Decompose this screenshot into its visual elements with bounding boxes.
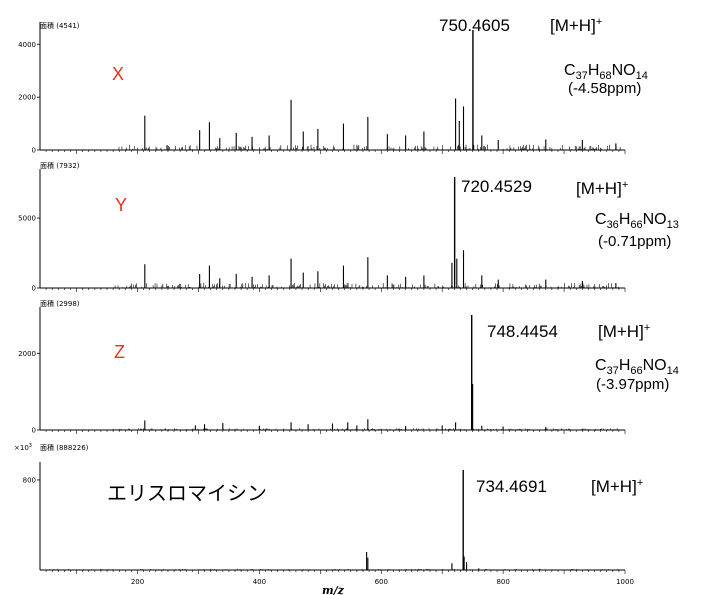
ion-label: [M+H]+: [598, 322, 650, 341]
ion-label: [M+H]+: [576, 179, 628, 198]
x-axis-label: m/z: [322, 584, 345, 595]
x-tick-label: 600: [375, 578, 388, 586]
panel-label: X: [112, 64, 124, 84]
y-ticks: 4000 2000 0: [18, 41, 40, 155]
y-ticks: 800: [23, 476, 40, 484]
scale-factor: ×103: [14, 443, 32, 452]
ppm-error: (-3.97ppm): [596, 376, 669, 393]
x-tick-label: 200: [131, 578, 144, 586]
panel-header: 面積 (4541): [40, 21, 80, 30]
ppm-error: (-4.58ppm): [568, 80, 641, 97]
y-ticks: 2000 0: [18, 350, 40, 435]
ion-label: [M+H]+: [591, 477, 643, 496]
main-peak-label: 720.4529: [461, 177, 532, 196]
spectrum-panel-erythromycin: ×103 面積 (888226) エリスロマイシン 734.4691 [M+H]…: [14, 443, 643, 595]
y-ticks: 5000 0: [18, 215, 40, 293]
main-peak-label: 750.4605: [439, 16, 510, 35]
y-tick-label: 2000: [18, 350, 36, 358]
ion-label: [M+H]+: [550, 16, 602, 35]
main-peak-label: 748.4454: [487, 322, 558, 341]
spectrum-panel-z: 面積 (2998) Z 748.4454 [M+H]+ C37H66NO14 (…: [18, 299, 679, 435]
y-tick-label: 0: [32, 285, 36, 293]
panel-label: Y: [115, 195, 127, 215]
y-tick-label: 0: [32, 427, 36, 435]
y-tick-label: 2000: [18, 94, 36, 102]
y-tick-label: 4000: [18, 41, 36, 49]
y-tick-label: 800: [23, 476, 36, 484]
panel-label: Z: [114, 342, 125, 362]
spectrum-panel-y: 面積 (7932) Y 720.4529 [M+H]+ C36H66NO13 (…: [18, 161, 679, 293]
spectrum-panel-x: 面積 (4541) X 750.4605 [M+H]+ C37H68NO14 (…: [18, 16, 648, 155]
formula: C37H68NO14: [564, 62, 648, 82]
panel-header: 面積 (2998): [40, 299, 80, 308]
ppm-error: (-0.71ppm): [598, 233, 671, 250]
peaks: [113, 30, 621, 150]
x-tick-label: 1000: [616, 578, 634, 586]
x-ticks: 200 400 600 800 1000: [131, 578, 634, 586]
panel-header: 面積 (7932): [40, 161, 80, 170]
formula: C37H66NO14: [595, 357, 679, 377]
x-tick-label: 800: [496, 578, 509, 586]
y-tick-label: 5000: [18, 215, 36, 223]
y-tick-label: 0: [32, 147, 36, 155]
main-peak-label: 734.4691: [476, 477, 547, 496]
peaks: [114, 177, 619, 288]
compound-name: エリスロマイシン: [107, 481, 267, 505]
panel-header: 面積 (888226): [40, 443, 89, 452]
x-tick-label: 400: [253, 578, 266, 586]
formula: C36H66NO13: [595, 211, 679, 231]
